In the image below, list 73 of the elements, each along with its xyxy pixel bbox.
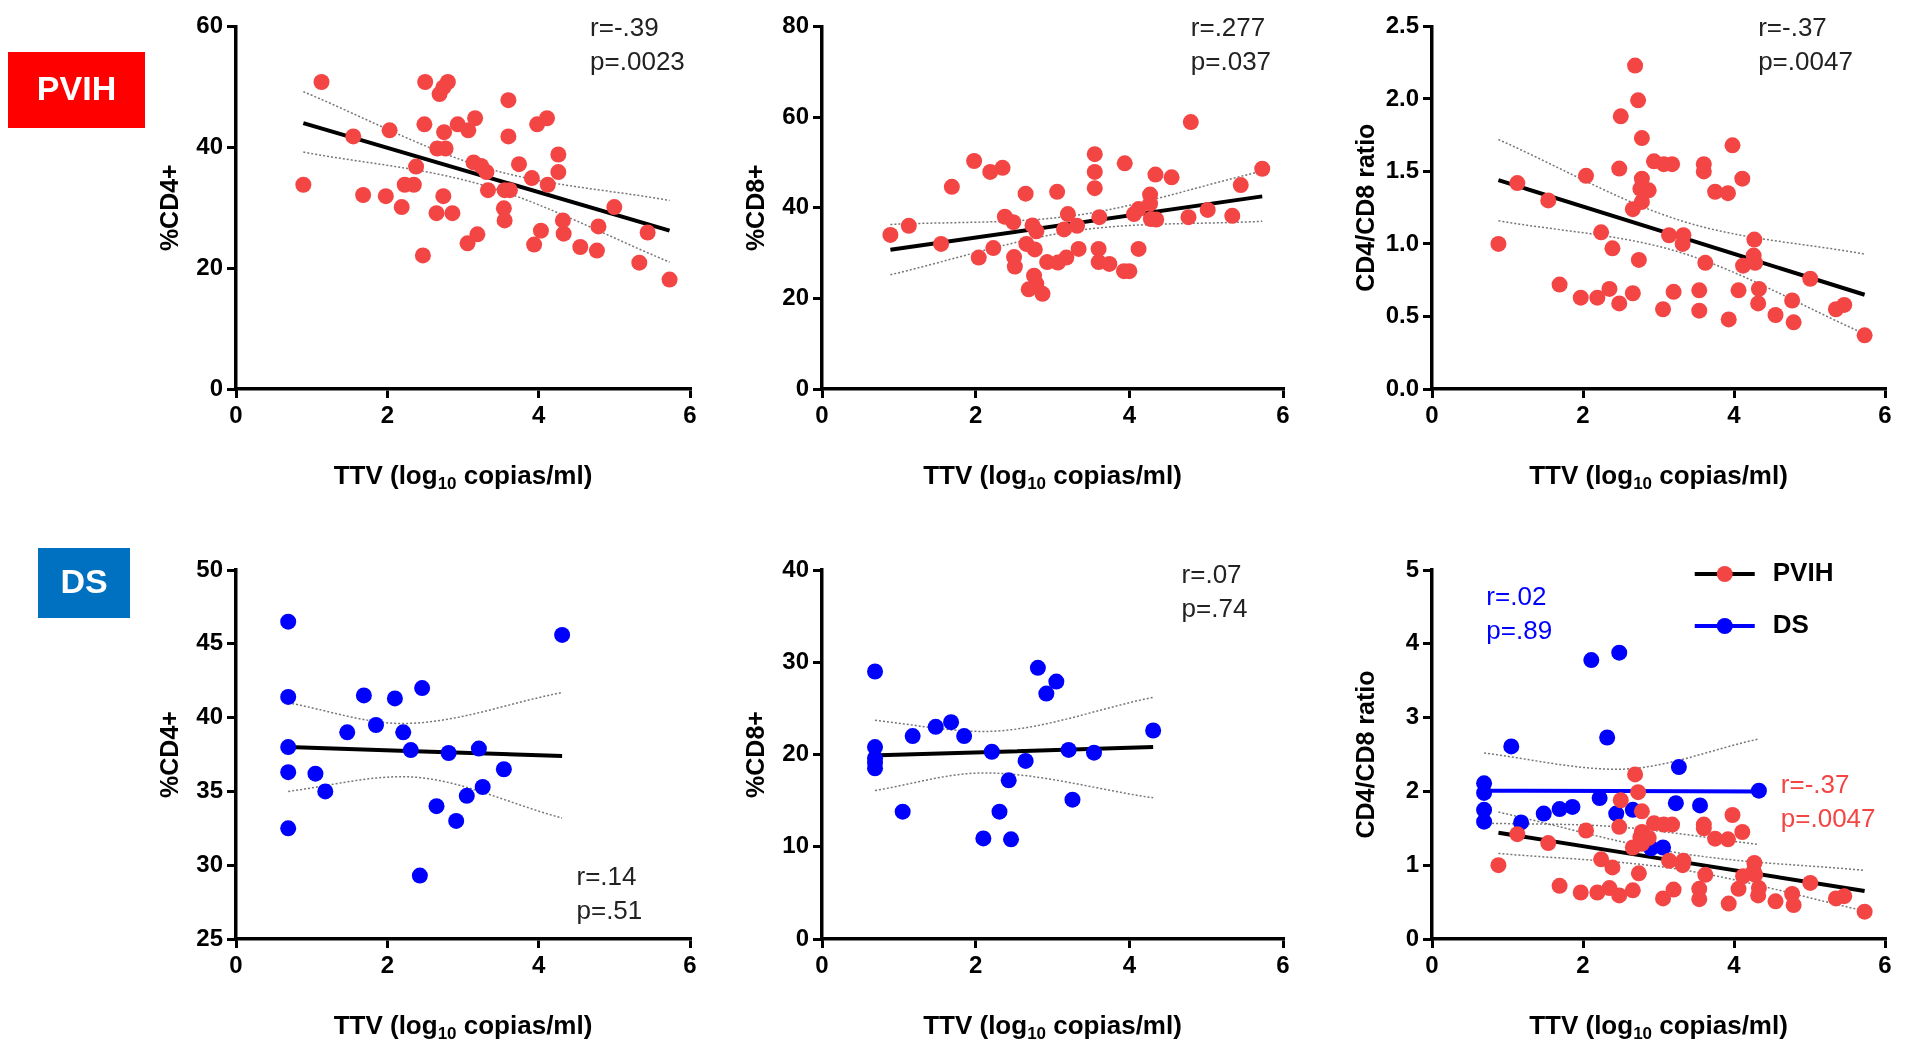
y-tick-label: 0 xyxy=(209,373,223,401)
y-axis-title: %CD4+ xyxy=(154,164,183,252)
x-tick-label: 6 xyxy=(1878,401,1892,429)
text: PVIH xyxy=(36,69,117,108)
annotation: r=.07 p=.74 xyxy=(1181,558,1248,623)
y-tick-label: 2.0 xyxy=(1385,83,1419,111)
y-tick-label: 2 xyxy=(1405,776,1419,804)
y-tick-label: 0.5 xyxy=(1385,301,1419,329)
y-tick-label: 1.5 xyxy=(1385,156,1419,184)
x-tick-label: 2 xyxy=(1576,951,1590,979)
y-tick-label: 20 xyxy=(782,282,809,310)
y-tick-label: 0.0 xyxy=(1385,373,1419,401)
y-tick-label: 40 xyxy=(782,554,809,582)
y-axis-title: CD4/CD8 ratio xyxy=(1350,670,1379,839)
y-tick-label: 60 xyxy=(782,101,809,129)
y-tick-label: 5 xyxy=(1405,554,1419,582)
x-tick-label: 4 xyxy=(1122,401,1137,429)
x-tick-label: 6 xyxy=(1276,951,1290,979)
y-tick-label: 50 xyxy=(196,554,223,582)
x-tick-label: 4 xyxy=(531,401,546,429)
legend-label: DS xyxy=(1772,609,1809,640)
annotation: r=-.39 p=.0023 xyxy=(590,11,685,76)
y-tick-label: 20 xyxy=(782,739,809,767)
x-tick-label: 2 xyxy=(1576,401,1590,429)
y-tick-label: 20 xyxy=(196,252,223,280)
x-tick-label: 6 xyxy=(683,401,697,429)
x-tick-label: 0 xyxy=(229,951,243,979)
annotation: r=.14 p=.51 xyxy=(576,861,643,926)
x-tick-label: 0 xyxy=(815,951,829,979)
y-tick-label: 35 xyxy=(196,776,223,804)
y-tick-label: 1.0 xyxy=(1385,228,1419,256)
annotation: r=-.37 p=.0047 xyxy=(1780,769,1876,834)
x-tick-label: 0 xyxy=(815,401,829,429)
y-tick-label: 25 xyxy=(196,923,223,951)
y-axis-title: %CD8+ xyxy=(740,711,769,798)
annotation: r=-.37 p=.0047 xyxy=(1758,11,1853,76)
chart-title: DS xyxy=(60,562,108,601)
x-tick-label: 4 xyxy=(1122,951,1137,979)
y-tick-label: 1 xyxy=(1405,849,1419,877)
y-axis-title: CD4/CD8 ratio xyxy=(1350,123,1379,292)
y-tick-label: 2.5 xyxy=(1385,11,1419,39)
annotation: r=.277 p=.037 xyxy=(1190,11,1272,76)
y-axis-title: %CD4+ xyxy=(154,711,183,798)
x-tick-label: 6 xyxy=(683,951,697,979)
x-tick-label: 2 xyxy=(380,951,395,979)
x-tick-label: 4 xyxy=(1727,401,1742,429)
x-tick-label: 2 xyxy=(380,401,395,429)
x-tick-label: 0 xyxy=(1425,401,1439,429)
x-tick-label: 4 xyxy=(1727,951,1742,979)
y-tick-label: 40 xyxy=(196,131,223,159)
y-tick-label: 4 xyxy=(1405,628,1420,656)
x-tick-label: 0 xyxy=(1425,951,1439,979)
y-tick-label: 0 xyxy=(795,923,809,951)
y-tick-label: 40 xyxy=(196,702,223,730)
y-tick-label: 0 xyxy=(795,373,809,401)
y-tick-label: 80 xyxy=(782,11,809,39)
y-axis-title: %CD8+ xyxy=(740,164,769,252)
x-tick-label: 2 xyxy=(968,951,983,979)
y-tick-label: 0 xyxy=(1405,923,1419,951)
x-tick-label: 6 xyxy=(1878,951,1892,979)
annotation: r=.02 p=.89 xyxy=(1486,580,1553,645)
x-tick-label: 0 xyxy=(229,401,243,429)
y-tick-label: 30 xyxy=(782,646,809,674)
x-tick-label: 6 xyxy=(1276,401,1290,429)
y-tick-label: 60 xyxy=(196,11,223,39)
y-tick-label: 40 xyxy=(782,192,809,220)
y-tick-label: 10 xyxy=(782,831,809,859)
y-tick-label: 45 xyxy=(196,628,223,656)
legend-label: PVIH xyxy=(1772,557,1834,588)
x-tick-label: 4 xyxy=(531,951,546,979)
y-tick-label: 30 xyxy=(196,849,223,877)
y-tick-label: 3 xyxy=(1405,702,1419,730)
x-tick-label: 2 xyxy=(968,401,983,429)
